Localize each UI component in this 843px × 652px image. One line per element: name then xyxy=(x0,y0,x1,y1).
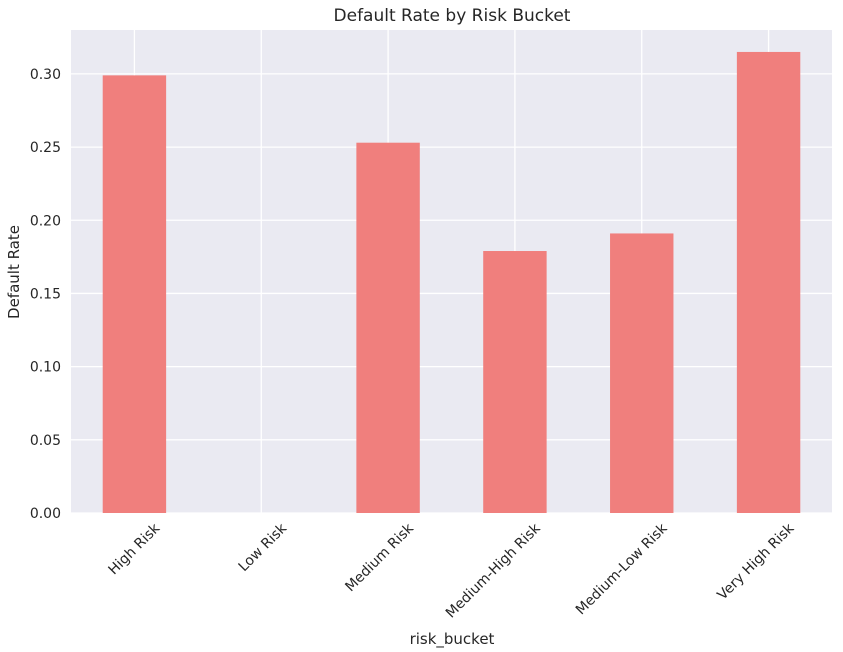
y-tick-label: 0.05 xyxy=(30,433,61,449)
x-axis-label: risk_bucket xyxy=(410,630,495,649)
y-tick-labels: 0.00 0.05 0.10 0.15 0.20 0.25 0.30 xyxy=(30,67,61,522)
bar xyxy=(736,51,801,514)
y-tick-label: 0.10 xyxy=(30,360,61,376)
x-tick-label: Low Risk xyxy=(236,520,291,575)
bars xyxy=(102,51,801,514)
x-tick-label: Medium Risk xyxy=(342,520,417,595)
bar xyxy=(356,142,420,513)
y-tick-label: 0.00 xyxy=(30,506,61,522)
x-tick-label: Medium-Low Risk xyxy=(573,520,671,618)
chart-title: Default Rate by Risk Bucket xyxy=(334,6,571,26)
bar xyxy=(102,75,167,513)
plot-area xyxy=(71,30,832,513)
x-tick-labels: High Risk Low Risk Medium Risk Medium-High … xyxy=(106,520,799,622)
x-tick-label: Medium-High Risk xyxy=(443,520,545,622)
y-tick-label: 0.15 xyxy=(30,286,61,302)
bar xyxy=(610,233,674,514)
bar xyxy=(483,251,547,513)
y-tick-label: 0.30 xyxy=(30,67,61,83)
y-axis-label: Default Rate xyxy=(5,225,23,319)
y-tick-label: 0.25 xyxy=(30,140,61,156)
x-tick-label: High Risk xyxy=(106,520,164,578)
y-tick-label: 0.20 xyxy=(30,213,61,229)
x-tick-label: Very High Risk xyxy=(715,520,799,604)
